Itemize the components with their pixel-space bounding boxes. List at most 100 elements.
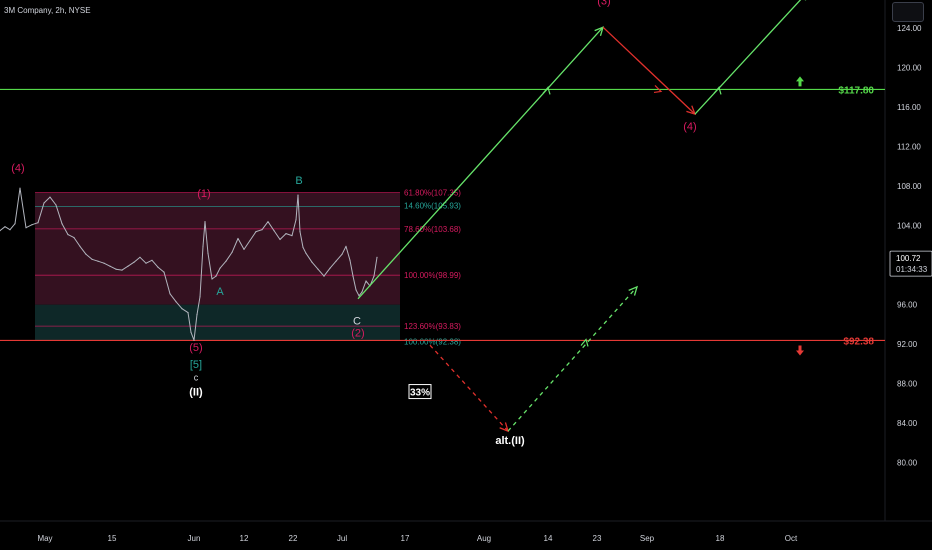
price-point (157, 266, 159, 268)
down-arrow-icon (796, 345, 804, 356)
price-point (285, 233, 287, 235)
price-point (376, 256, 378, 258)
price-point (358, 295, 360, 297)
x-tick-label: 14 (544, 534, 553, 543)
wave-label: C (353, 315, 361, 327)
up-arrow-icon (796, 76, 804, 87)
wave-4-projection-head (686, 105, 697, 116)
y-tick-label: 120.00 (897, 64, 922, 73)
price-point (215, 275, 217, 277)
price-point (55, 204, 57, 206)
alt-bull-projection-head (628, 285, 638, 296)
price-point (279, 238, 281, 241)
price-point (121, 269, 123, 271)
cross-arrow-icon (713, 86, 722, 95)
price-point (85, 253, 87, 255)
price-point (43, 202, 45, 204)
y-tick-label: 108.00 (897, 182, 922, 191)
y-tick-label: 88.00 (897, 380, 918, 389)
fib-zone-upper (35, 192, 400, 305)
wave-label: c (194, 373, 199, 383)
y-tick-label: 104.00 (897, 222, 922, 231)
wave-label: (II) (189, 387, 203, 399)
price-point (297, 194, 299, 196)
fib-label: 14.60%(105.93) (404, 202, 461, 211)
price-point (273, 230, 275, 232)
price-point (79, 245, 81, 247)
price-point (329, 267, 331, 269)
price-point (237, 237, 239, 240)
cross-arrow-icon (542, 86, 551, 95)
fib-label: 123.60%(93.83) (404, 322, 461, 331)
probability-badge-box (408, 384, 432, 400)
price-point (0, 230, 1, 232)
wave-label: (4) (683, 121, 696, 133)
alt-bear-projection (429, 344, 509, 432)
wave-label: (3) (597, 0, 610, 8)
key-level-label: $92.38 (843, 336, 874, 347)
price-point (199, 296, 201, 298)
y-tick-label: 116.00 (897, 103, 921, 112)
x-tick-label: 18 (716, 534, 725, 543)
price-point (349, 259, 351, 261)
price-point (305, 252, 307, 254)
price-point (295, 219, 297, 221)
key-level-label: $117.80 (838, 85, 874, 96)
wave-label: [5] (190, 359, 202, 371)
x-tick-label: 15 (108, 534, 117, 543)
price-line (0, 187, 378, 341)
wave-label: (5) (189, 342, 202, 354)
price-point (169, 293, 171, 295)
price-point (361, 291, 363, 293)
price-point (196, 314, 198, 316)
price-point (299, 231, 301, 233)
price-point (115, 268, 117, 270)
wave-4-projection (602, 26, 696, 115)
x-tick-label: Oct (785, 534, 798, 543)
x-tick-label: Sep (640, 534, 655, 543)
price-point (25, 227, 27, 229)
x-tick-label: Jun (188, 534, 201, 543)
price-point (145, 262, 147, 264)
x-tick-label: Jul (337, 534, 347, 543)
x-tick-label: Aug (477, 534, 491, 543)
price-point (249, 239, 251, 242)
price-point (181, 308, 183, 310)
last-price-countdown: 01:34:33 (896, 265, 928, 274)
price-point (103, 262, 105, 264)
wave-label: (2) (351, 327, 364, 339)
wave-label: (1) (197, 188, 210, 200)
alt-bull-projection (507, 286, 638, 432)
price-point (190, 331, 192, 333)
fib-label: 100.00%(92.38) (404, 337, 461, 346)
price-point (352, 275, 354, 277)
x-tick-label: 23 (593, 534, 602, 543)
price-point (207, 252, 209, 254)
price-point (204, 221, 206, 223)
price-point (187, 312, 189, 314)
price-point (225, 260, 227, 262)
chart-settings-button[interactable] (892, 2, 924, 22)
price-point (345, 245, 347, 247)
fib-label: 78.60%(103.68) (404, 225, 461, 234)
price-point (311, 261, 313, 263)
wave-5-projection (694, 0, 802, 115)
wave-label: B (295, 175, 302, 187)
last-price-value: 100.72 (896, 254, 921, 263)
cross-arrow-icon (653, 85, 663, 94)
x-tick-label: 22 (289, 534, 298, 543)
wave-label: alt.(II) (495, 435, 525, 447)
price-point (317, 268, 319, 270)
price-point (127, 265, 129, 267)
price-point (355, 289, 357, 291)
price-point (14, 223, 16, 225)
price-point (67, 234, 69, 236)
last-price-tag (889, 250, 932, 277)
y-tick-label: 92.00 (897, 340, 918, 349)
price-point (267, 221, 269, 223)
price-point (291, 235, 293, 237)
price-point (49, 196, 51, 198)
price-point (373, 275, 375, 277)
